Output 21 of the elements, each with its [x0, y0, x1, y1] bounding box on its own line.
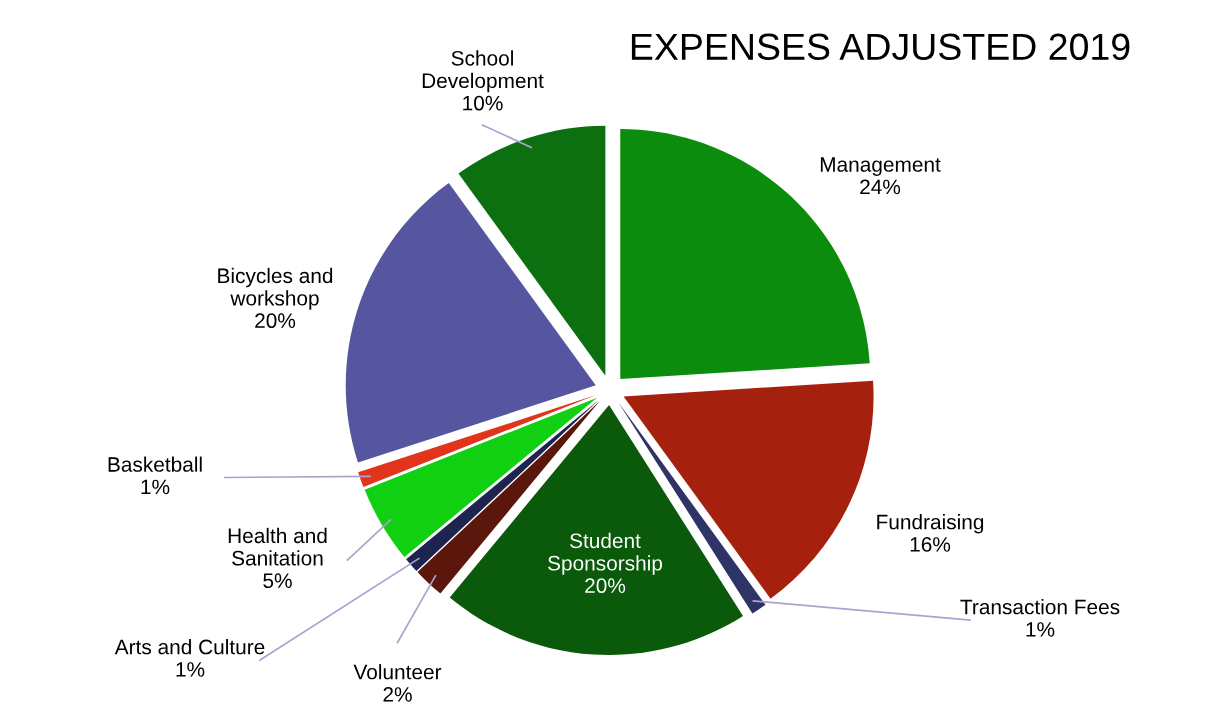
slice-label: Volunteer: [353, 664, 442, 680]
data-label: 20%: [585, 578, 626, 594]
data-label: 16%: [910, 537, 951, 552]
slice-label: Arts and Culture: [114, 639, 265, 655]
data-label: 1%: [141, 479, 170, 495]
data-label: 1%: [176, 662, 205, 677]
chart-title: EXPENSES ADJUSTED 2019: [631, 33, 1130, 61]
slice-label: Transaction Fees: [960, 599, 1120, 615]
data-label: 10%: [463, 95, 503, 111]
slice-label: Student Sponsorship: [548, 532, 663, 575]
data-label: 24%: [860, 179, 901, 195]
slice-label: Health and Sanitation: [228, 527, 327, 566]
slice-label: Bicycles and workshop: [218, 267, 333, 310]
data-label: 2%: [383, 687, 412, 702]
slice-label: Fundraising: [877, 514, 984, 534]
data-label: 1%: [1026, 622, 1055, 637]
data-label: 20%: [255, 313, 296, 329]
data-label: 5%: [263, 573, 292, 589]
slice-label: Basketball: [108, 456, 202, 472]
slice-label: Management: [820, 157, 941, 176]
slice-label: School Development: [422, 50, 544, 93]
